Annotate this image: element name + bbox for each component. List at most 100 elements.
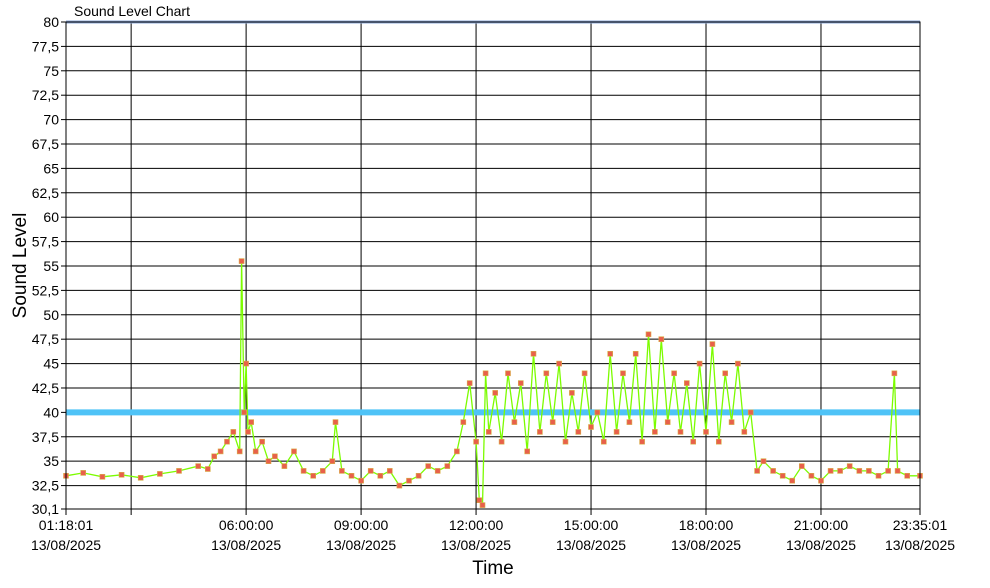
series-point [118,471,125,478]
series-point [709,341,716,347]
series-point [866,468,872,474]
series-point [613,429,620,435]
y-tick-label: 80 [43,14,59,30]
y-tick-label: 67,5 [32,136,59,152]
chart-grid [65,21,921,510]
series-point [671,370,677,377]
x-tick-label-time: 01:18:01 [39,517,94,533]
series-point [195,463,201,469]
series-point [703,429,709,435]
series-point [386,468,393,474]
series-point [406,477,412,484]
y-tick-label: 30,1 [32,501,59,517]
y-tick-label: 62,5 [32,185,59,201]
series-point [760,458,767,465]
series-point [798,463,805,469]
series-point [425,463,432,469]
series-point [466,380,473,386]
x-tick-label-time: 23:35:01 [893,517,948,533]
x-tick-label-date: 13/08/2025 [326,537,396,553]
series-point [722,370,729,377]
series-point [562,438,569,445]
y-tick-label: 55 [43,258,59,274]
y-tick-label: 72,5 [32,87,59,103]
series-point [241,409,247,416]
y-tick-label: 50 [43,307,59,323]
series-point [904,472,911,479]
plot-frame [65,21,921,510]
series-point [894,468,901,474]
series-point [543,370,550,377]
series-point [259,438,265,445]
y-tick-label: 40 [43,404,59,420]
series-point [808,472,815,479]
series-point [837,468,843,474]
y-tick-label: 70 [43,112,59,128]
series-point [789,477,796,484]
series-point [245,429,251,435]
x-axis-title: Time [472,558,514,579]
y-tick-label: 75 [43,63,59,79]
series-point [339,468,345,474]
series-point [300,468,307,474]
series-point [460,419,467,425]
series-point [310,472,317,479]
series-point [524,448,531,455]
series-point [715,438,722,445]
y-axis-ticks: 30,1 32,5 35 37,5 40 42,5 45 47,5 50 52,5 55 57,5 60… [32,14,66,517]
series-point [588,424,594,430]
series-point [473,438,479,445]
series-point [632,350,639,357]
series-point [236,448,243,455]
series-point [498,438,505,445]
series-point [377,472,384,479]
y-tick-label: 35 [43,453,59,469]
series-point [444,463,451,469]
series-point [476,497,483,504]
x-tick-label-time: 21:00:00 [794,517,849,533]
series-point [827,468,834,474]
sound-level-markers [63,258,923,508]
series-point [620,370,626,377]
series-point [594,409,601,416]
y-tick-label: 52,5 [32,282,59,298]
x-tick-label-date: 13/08/2025 [211,537,281,553]
x-tick-label-date: 13/08/2025 [556,537,626,553]
series-point [537,429,543,435]
series-point [332,419,339,425]
y-tick-label: 47,5 [32,331,59,347]
series-point [329,458,336,465]
series-point [747,409,754,416]
series-point [454,448,460,455]
series-point [639,438,645,445]
series-point [517,380,524,386]
series-point [248,419,254,425]
y-tick-label: 57,5 [32,234,59,250]
x-tick-label-time: 06:00:00 [219,517,274,533]
x-tick-label-date: 13/08/2025 [786,537,856,553]
chart-title: Sound Level Chart [74,3,190,19]
series-line [65,261,920,508]
series-point [485,429,492,435]
series-point [252,448,259,455]
series-point [434,468,441,474]
series-point [482,370,489,377]
series-point [728,419,735,425]
series-point [530,350,537,357]
series-point [779,472,786,479]
series-point [205,466,211,472]
series-point [291,448,297,455]
series-point [479,502,486,508]
series-point [238,258,245,264]
series-point [696,360,703,367]
x-tick-label-date: 13/08/2025 [31,537,101,553]
series-point [549,419,556,425]
x-tick-label-date: 13/08/2025 [671,537,741,553]
series-point [176,468,182,474]
series-point [224,438,230,445]
x-tick-label-date: 13/08/2025 [885,537,955,553]
series-point [875,472,882,479]
y-tick-label: 32,5 [32,478,59,494]
x-tick-label-time: 15:00:00 [564,517,619,533]
series-point [677,429,684,435]
